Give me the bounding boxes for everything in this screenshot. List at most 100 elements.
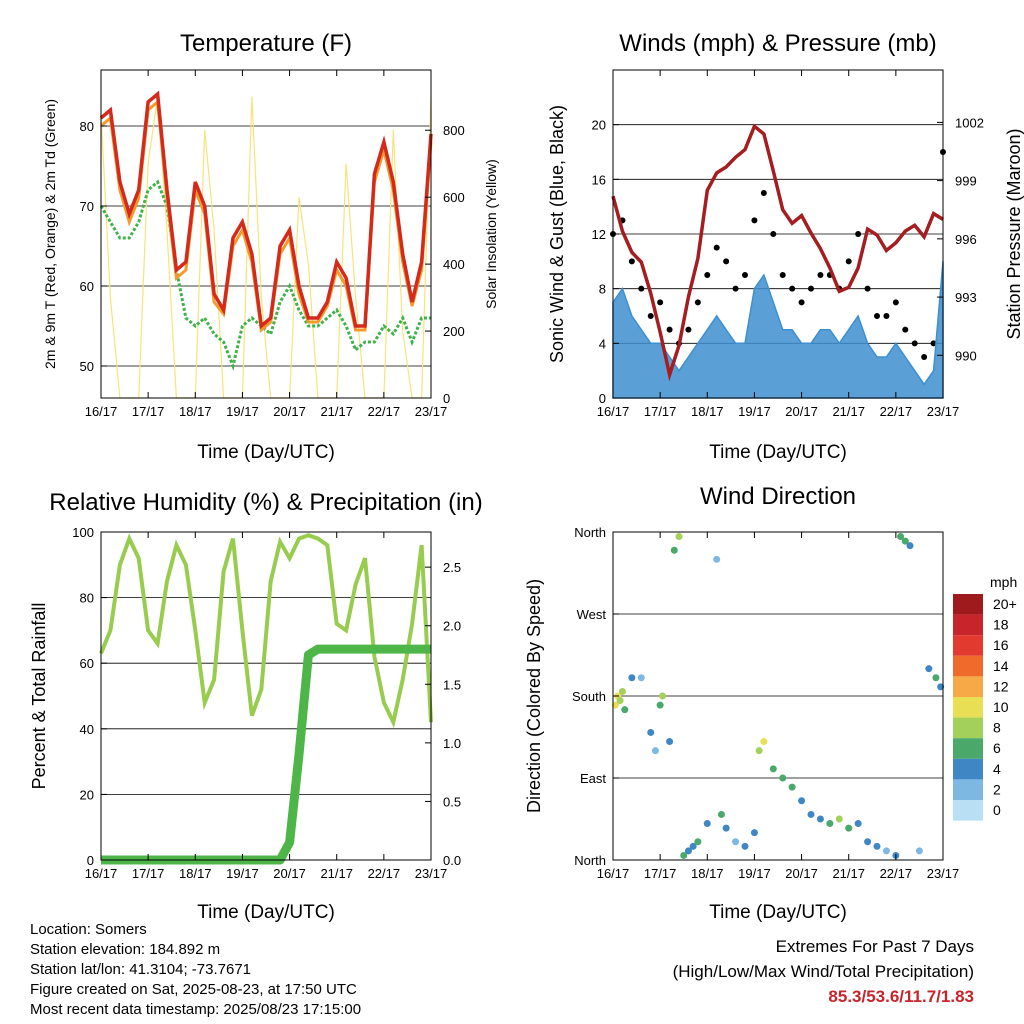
legend-label: 8 (993, 720, 1001, 736)
extremes-values: 85.3/53.6/11.7/1.83 (828, 987, 974, 1006)
wind-direction-point (897, 533, 905, 541)
winds-x-ticks: 16/17 17/17 18/17 19/17 20/17 21/17 22/17 23/17 (597, 70, 959, 419)
y-tick-label: 100 (72, 525, 94, 540)
legend-swatch (953, 676, 983, 697)
wind-direction-point (616, 697, 624, 705)
temperature-x-axis-title: Time (Day/UTC) (197, 442, 335, 463)
wind-direction-point (845, 824, 853, 832)
wind-direction-x-ticks: 16/17 17/17 18/17 19/17 20/17 21/17 22/17 23/17 (597, 532, 959, 881)
y-right-tick-label: 0 (443, 391, 450, 406)
sonic-wind-area (612, 261, 944, 399)
legend-swatch (953, 697, 983, 718)
wind-direction-point (722, 824, 730, 832)
winds-right-ticks: 990 993 996 999 1002 (937, 115, 984, 363)
x-tick-label: 21/17 (320, 404, 353, 419)
wind-direction-point (816, 815, 824, 823)
x-tick-label: 16/17 (85, 404, 118, 419)
legend-swatch (953, 635, 983, 656)
humidity-title: Relative Humidity (%) & Precipitation (i… (49, 489, 482, 516)
temperature-panel: Temperature (F) 16/17 17/17 18/17 19/17 20/1… (42, 30, 499, 463)
gust-point (808, 285, 814, 292)
y-right-tick-label: 400 (443, 257, 465, 272)
x-tick-label: 21/17 (832, 866, 865, 881)
gust-point (628, 258, 635, 265)
x-tick-label: 17/17 (132, 866, 165, 881)
wind-direction-point (915, 847, 923, 855)
x-tick-label: 23/17 (415, 866, 448, 881)
wind-direction-point (755, 747, 763, 755)
x-tick-label: 22/17 (368, 404, 401, 419)
winds-x-axis-title: Time (Day/UTC) (709, 442, 847, 463)
wind-direction-point (684, 847, 692, 855)
legend-label: 18 (993, 617, 1009, 633)
wind-direction-title: Wind Direction (700, 483, 856, 510)
wind-direction-point (621, 706, 629, 714)
y-right-tick-label: 996 (955, 232, 977, 247)
gust-point (817, 272, 824, 278)
legend-swatch (953, 800, 983, 821)
wind-direction-point (906, 542, 914, 550)
wind-direction-point (788, 783, 796, 791)
x-tick-label: 21/17 (832, 404, 865, 419)
gust-point (902, 326, 909, 333)
legend-swatch (953, 779, 983, 800)
temperature-x-ticks: 16/17 17/17 18/17 19/17 20/17 21/17 22/17 23/17 (85, 70, 447, 419)
humidity-x-ticks: 16/17 17/17 18/17 19/17 20/17 21/17 22/17 23/17 (85, 532, 448, 881)
gust-point (647, 313, 654, 319)
extremes-block: Extremes For Past 7 Days (High/Low/Max W… (673, 934, 974, 1009)
station-latlon: Station lat/lon: 41.3104; -73.7671 (30, 961, 252, 978)
gust-point (657, 299, 664, 306)
pressure-axis-title: Station Pressure (Maroon) (1004, 128, 1024, 339)
legend-label: 20+ (993, 596, 1017, 612)
recent-timestamp: Most recent data timestamp: 2025/08/23 1… (30, 1001, 362, 1018)
y-right-tick-label: 0.0 (443, 853, 461, 868)
legend-swatch (953, 655, 983, 677)
legend-label: 10 (993, 699, 1009, 715)
y-right-tick-label: 990 (955, 348, 977, 363)
temp-2m-line (99, 90, 433, 330)
gust-point (638, 285, 645, 292)
gust-point (694, 299, 701, 306)
x-tick-label: 18/17 (179, 866, 212, 881)
speed-legend-title: mph (990, 574, 1017, 590)
y-tick-label: 70 (80, 199, 94, 214)
pressure-series (611, 123, 944, 382)
wind-direction-point (713, 555, 721, 563)
gust-point (742, 272, 748, 278)
wind-direction-point (750, 829, 758, 837)
y-right-tick-label: 800 (443, 123, 465, 138)
x-tick-label: 19/17 (738, 866, 771, 881)
x-tick-label: 20/17 (273, 404, 306, 419)
x-tick-label: 19/17 (226, 866, 259, 881)
wind-direction-point (854, 820, 862, 828)
gust-point (845, 258, 852, 265)
x-tick-label: 18/17 (691, 866, 724, 881)
y-right-tick-label: 2.0 (443, 619, 461, 634)
precipitation-line (101, 644, 431, 865)
y-tick-label: 60 (80, 656, 94, 671)
legend-label: 2 (993, 781, 1001, 797)
humidity-plot-frame (100, 531, 432, 861)
legend-label: 16 (993, 637, 1009, 653)
x-tick-label: 16/17 (597, 866, 630, 881)
y-tick-label: 20 (80, 787, 94, 802)
gust-point (883, 313, 890, 319)
wind-direction-x-axis-title: Time (Day/UTC) (709, 902, 847, 923)
y-right-tick-label: 1002 (955, 115, 984, 130)
temp-9m-line (100, 99, 433, 333)
x-tick-label: 20/17 (273, 866, 306, 881)
wind-direction-point (779, 774, 787, 782)
pressure-line (611, 123, 944, 382)
temperature-title: Temperature (F) (180, 30, 352, 57)
y-tick-label: 4 (599, 336, 606, 351)
y-tick-label: 80 (80, 591, 94, 606)
extremes-title: Extremes For Past 7 Days (775, 937, 974, 956)
y-right-tick-label: 1.5 (443, 677, 461, 692)
wind-direction-point (689, 842, 697, 850)
y-tick-label: 0 (87, 853, 94, 868)
y-right-tick-label: 993 (955, 290, 977, 305)
humidity-x-axis-title: Time (Day/UTC) (197, 902, 335, 923)
wind-direction-point (741, 842, 749, 850)
gust-point (723, 258, 730, 265)
